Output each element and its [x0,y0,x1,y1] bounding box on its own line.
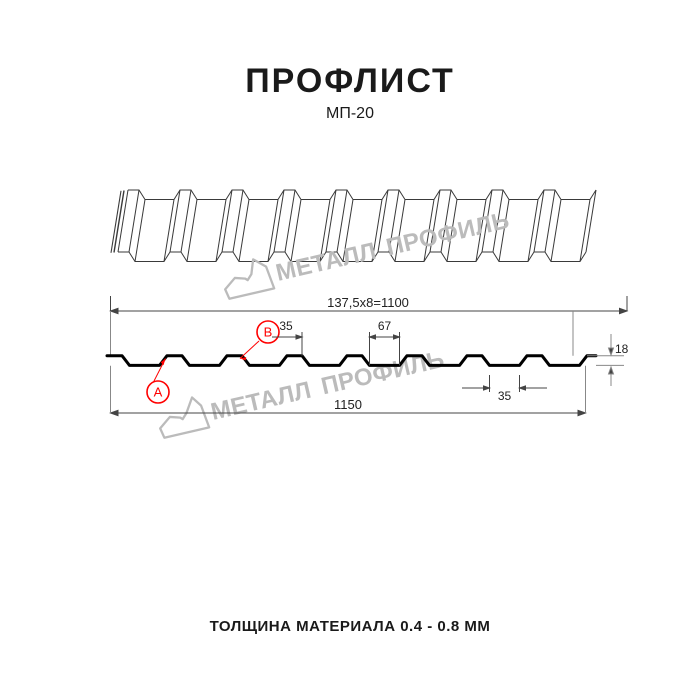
svg-text:137,5х8=1100: 137,5х8=1100 [327,295,409,310]
svg-text:A: A [154,385,163,400]
svg-text:B: B [264,325,273,340]
svg-text:1150: 1150 [334,397,362,412]
svg-text:35: 35 [498,389,512,403]
svg-text:35: 35 [279,319,293,333]
svg-text:18: 18 [615,342,629,356]
svg-text:67: 67 [378,319,392,333]
svg-text:МЕТАЛЛ ПРОФИЛЬ: МЕТАЛЛ ПРОФИЛЬ [273,207,512,287]
